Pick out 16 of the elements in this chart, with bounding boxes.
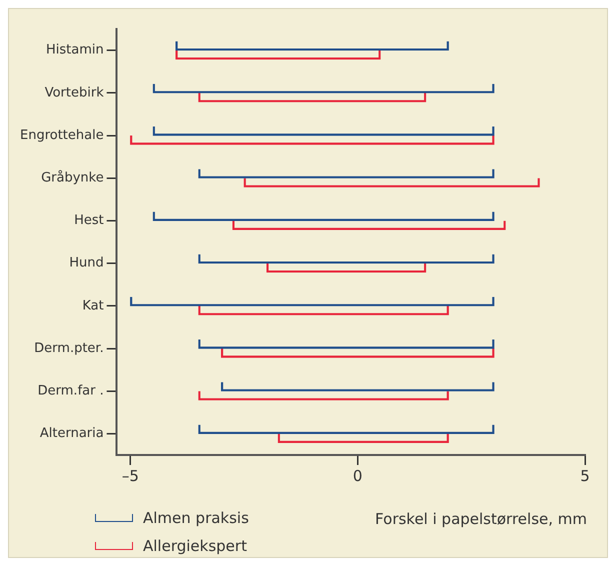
y-tick-label: Engrottehale: [20, 128, 104, 143]
y-tick-label: Hest: [74, 213, 104, 228]
y-tick-label: Histamin: [46, 42, 104, 58]
y-tick-label: Alternaria: [40, 426, 104, 442]
x-tick-label: 5: [580, 466, 590, 485]
y-tick-label: Gråbynke: [41, 169, 104, 186]
x-tick-label: 0: [352, 466, 362, 485]
y-tick-label: Derm.pter.: [34, 340, 104, 356]
y-tick-label: Hund: [69, 256, 104, 271]
y-tick-label: Derm.far .: [38, 383, 104, 398]
x-axis-title: Forskel i papelstørrelse, mm: [375, 510, 587, 528]
y-tick-label: Kat: [82, 298, 104, 314]
x-tick-label: –5: [122, 466, 139, 485]
y-tick-label: Vortebirk: [44, 85, 104, 100]
legend-label: Almen praksis: [143, 509, 249, 527]
legend-label: Allergiekspert: [143, 537, 247, 555]
